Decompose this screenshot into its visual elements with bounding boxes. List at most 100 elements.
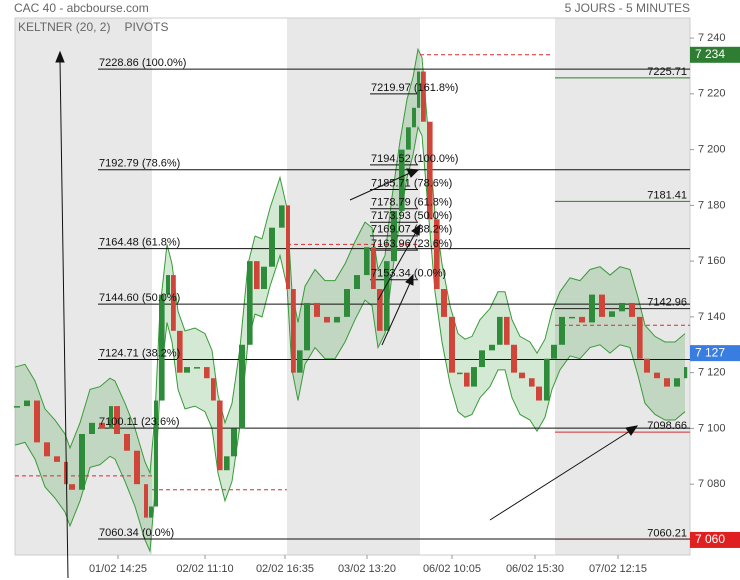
indicator-label: PIVOTS bbox=[124, 20, 168, 34]
fib-label-2: 7185.71 (78.6%) bbox=[371, 177, 452, 189]
fib-label: 7100.11 (23.6%) bbox=[99, 416, 180, 428]
candle bbox=[417, 71, 421, 108]
candle bbox=[217, 400, 223, 471]
candle bbox=[449, 316, 455, 373]
candle bbox=[194, 367, 200, 369]
arrow bbox=[489, 430, 631, 521]
candle bbox=[204, 367, 210, 379]
candle bbox=[159, 294, 165, 401]
candle bbox=[154, 400, 158, 507]
candle bbox=[297, 350, 303, 373]
price-tag-label: 7 060 bbox=[695, 532, 725, 546]
candle bbox=[261, 266, 267, 290]
fib-label-2: 7169.07 (38.2%) bbox=[371, 224, 452, 236]
candle bbox=[479, 350, 485, 368]
candle bbox=[384, 261, 390, 331]
candle bbox=[684, 367, 688, 379]
candle bbox=[291, 289, 296, 373]
candle bbox=[144, 484, 148, 518]
fib-label-2: 7173.93 (50.0%) bbox=[371, 210, 452, 222]
candle bbox=[344, 289, 350, 317]
candle bbox=[569, 316, 575, 319]
candle bbox=[489, 344, 495, 351]
price-tag bbox=[690, 46, 740, 63]
arrow-head bbox=[405, 273, 414, 286]
indicator-label: KELTNER (20, 2) bbox=[18, 20, 110, 34]
candle bbox=[184, 367, 190, 373]
candle bbox=[177, 330, 183, 373]
candle bbox=[149, 506, 153, 518]
candle bbox=[324, 316, 330, 323]
candle bbox=[354, 275, 360, 290]
candle bbox=[464, 372, 470, 387]
arrow-head bbox=[55, 50, 65, 63]
candle bbox=[279, 205, 285, 228]
candle bbox=[412, 107, 416, 128]
candle bbox=[114, 406, 120, 434]
pivot-label: 7098.66 bbox=[647, 420, 687, 432]
candle bbox=[579, 316, 585, 323]
candle bbox=[497, 316, 503, 345]
candle bbox=[674, 378, 680, 387]
candle bbox=[536, 386, 542, 401]
candle bbox=[134, 450, 140, 485]
band-lower bbox=[14, 125, 686, 554]
arrow-head bbox=[411, 223, 421, 236]
candle bbox=[629, 302, 635, 317]
candle bbox=[391, 210, 397, 262]
pivot-label: 7142.96 bbox=[647, 297, 687, 309]
arrow-head bbox=[406, 168, 420, 178]
candle bbox=[304, 302, 310, 351]
candle bbox=[314, 302, 320, 317]
fib-label: 7192.79 (78.6%) bbox=[99, 158, 180, 170]
candle bbox=[427, 121, 433, 220]
y-tick-label: 7 120 bbox=[698, 367, 726, 379]
candle bbox=[434, 219, 440, 290]
fib-label-2: 7153.34 (0.0%) bbox=[371, 268, 446, 280]
candle bbox=[377, 289, 383, 331]
plot-border bbox=[14, 17, 691, 556]
fib-label: 7164.48 (61.8%) bbox=[99, 237, 180, 249]
y-tick-label: 7 160 bbox=[698, 255, 726, 267]
band-upper bbox=[14, 47, 686, 475]
arrow bbox=[349, 172, 411, 201]
candle bbox=[239, 344, 245, 429]
candle bbox=[44, 442, 50, 457]
session-shade bbox=[555, 18, 690, 555]
candle bbox=[14, 406, 20, 408]
fib-label-2: 7219.97 (161.8%) bbox=[371, 82, 458, 94]
x-tick-label: 01/02 14:25 bbox=[89, 563, 147, 575]
candle bbox=[644, 358, 650, 373]
fib-label-2: 7194.52 (100.0%) bbox=[371, 153, 458, 165]
candle bbox=[599, 294, 605, 317]
candle bbox=[79, 433, 85, 490]
candle bbox=[511, 344, 517, 373]
chart-title: CAC 40 - abcbourse.com bbox=[14, 1, 149, 15]
fib-label: 7144.60 (50.0%) bbox=[99, 292, 180, 304]
candle bbox=[609, 311, 615, 317]
y-tick-label: 7 220 bbox=[698, 88, 726, 100]
fib-label: 7124.71 (38.2%) bbox=[99, 347, 180, 359]
candle bbox=[559, 316, 565, 345]
fib-label-2: 7163.96 (23.6%) bbox=[371, 238, 452, 250]
chart-subtitle: 5 JOURS - 5 MINUTES bbox=[565, 1, 690, 15]
x-tick-label: 02/02 11:10 bbox=[176, 563, 233, 575]
annotations bbox=[55, 50, 639, 579]
candle bbox=[406, 127, 411, 150]
price-tag bbox=[690, 345, 740, 362]
candle bbox=[286, 205, 290, 290]
y-tick-label: 7 100 bbox=[698, 422, 726, 434]
x-tick-label: 02/02 16:35 bbox=[256, 563, 314, 575]
candle bbox=[664, 378, 670, 387]
candle bbox=[166, 275, 170, 295]
pivot-label: 7225.71 bbox=[647, 66, 687, 78]
candle bbox=[254, 261, 260, 290]
candle bbox=[457, 372, 463, 375]
price-tag-label: 7 234 bbox=[695, 47, 725, 61]
background bbox=[14, 17, 691, 556]
candle bbox=[637, 316, 643, 359]
candle bbox=[334, 316, 340, 323]
candle bbox=[421, 71, 426, 122]
candle bbox=[504, 316, 510, 345]
y-tick-label: 7 200 bbox=[698, 144, 726, 156]
